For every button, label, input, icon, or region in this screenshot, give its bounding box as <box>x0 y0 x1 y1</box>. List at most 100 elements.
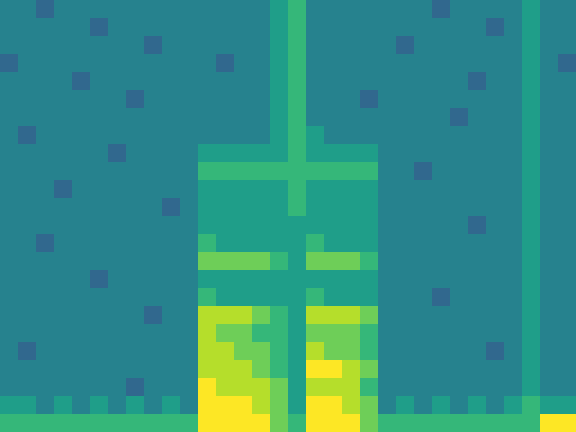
cell <box>324 162 343 181</box>
cell <box>54 378 73 397</box>
cell <box>252 216 271 235</box>
cell <box>486 342 505 361</box>
cell <box>270 414 289 432</box>
cell <box>72 72 91 91</box>
cell <box>450 126 469 145</box>
cell <box>468 306 487 325</box>
cell <box>90 180 109 199</box>
cell <box>180 360 199 379</box>
cell <box>36 234 55 253</box>
cell <box>558 414 576 432</box>
cell <box>342 126 361 145</box>
cell <box>90 216 109 235</box>
cell <box>486 126 505 145</box>
cell <box>504 90 523 109</box>
cell <box>234 162 253 181</box>
cell <box>540 306 559 325</box>
cell <box>378 198 397 217</box>
cell <box>270 18 289 37</box>
cell <box>540 288 559 307</box>
cell <box>414 234 433 253</box>
cell <box>162 18 181 37</box>
cell <box>234 270 253 289</box>
cell <box>126 288 145 307</box>
cell <box>162 72 181 91</box>
cell <box>396 36 415 55</box>
cell <box>450 252 469 271</box>
cell <box>216 90 235 109</box>
cell <box>72 144 91 163</box>
cell <box>558 126 576 145</box>
cell <box>540 342 559 361</box>
cell <box>252 360 271 379</box>
cell <box>324 306 343 325</box>
cell <box>216 198 235 217</box>
cell <box>378 342 397 361</box>
cell <box>252 342 271 361</box>
cell <box>414 342 433 361</box>
cell <box>306 162 325 181</box>
cell <box>198 324 217 343</box>
cell <box>558 360 576 379</box>
cell <box>540 54 559 73</box>
cell <box>234 108 253 127</box>
cell <box>180 234 199 253</box>
cell <box>522 198 541 217</box>
heatmap-cells <box>0 0 576 432</box>
cell <box>270 252 289 271</box>
cell <box>360 378 379 397</box>
cell <box>450 288 469 307</box>
cell <box>54 342 73 361</box>
cell <box>360 18 379 37</box>
cell <box>558 162 576 181</box>
cell <box>0 18 19 37</box>
cell <box>396 342 415 361</box>
cell <box>270 234 289 253</box>
cell <box>486 36 505 55</box>
cell <box>90 414 109 432</box>
cell <box>234 216 253 235</box>
cell <box>126 108 145 127</box>
cell <box>450 378 469 397</box>
cell <box>198 108 217 127</box>
cell <box>360 72 379 91</box>
cell <box>216 72 235 91</box>
cell <box>198 360 217 379</box>
cell <box>270 198 289 217</box>
cell <box>486 216 505 235</box>
cell <box>252 108 271 127</box>
cell <box>36 360 55 379</box>
cell <box>414 72 433 91</box>
cell <box>414 306 433 325</box>
cell <box>162 414 181 432</box>
cell <box>0 234 19 253</box>
cell <box>414 198 433 217</box>
cell <box>126 270 145 289</box>
cell <box>540 180 559 199</box>
cell <box>558 216 576 235</box>
cell <box>432 324 451 343</box>
cell <box>360 252 379 271</box>
cell <box>558 36 576 55</box>
cell <box>252 252 271 271</box>
cell <box>72 162 91 181</box>
cell <box>558 306 576 325</box>
cell <box>522 234 541 253</box>
cell <box>360 108 379 127</box>
cell <box>450 360 469 379</box>
cell <box>72 270 91 289</box>
cell <box>396 378 415 397</box>
cell <box>432 414 451 432</box>
cell <box>108 18 127 37</box>
cell <box>72 198 91 217</box>
cell <box>468 234 487 253</box>
cell <box>540 126 559 145</box>
cell <box>234 180 253 199</box>
cell <box>324 126 343 145</box>
cell <box>432 288 451 307</box>
cell <box>180 270 199 289</box>
cell <box>504 0 523 19</box>
cell <box>198 126 217 145</box>
cell <box>0 306 19 325</box>
cell <box>342 180 361 199</box>
